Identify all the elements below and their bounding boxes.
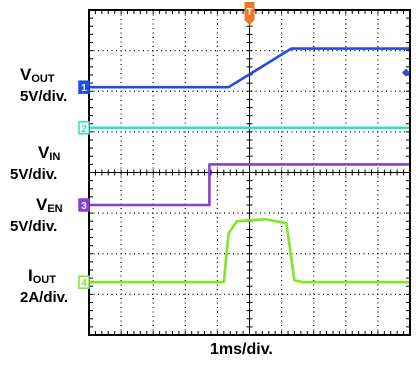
channel-marker-2: 2 (78, 121, 90, 135)
vout-reference-diamond (402, 68, 410, 77)
trigger-marker-shape (244, 2, 255, 25)
channel-markers: 1 2 3 4 (78, 68, 410, 289)
channel-marker-1: 1 (78, 80, 90, 94)
channel-marker-box (78, 198, 90, 212)
vin-label: VIN 5V/div. (10, 143, 61, 183)
vout-label: VOUT 5V/div. (20, 65, 68, 105)
trigger-marker: T (244, 2, 255, 25)
trace-iout (89, 217, 410, 284)
channel-marker-box (78, 80, 90, 94)
channel-marker-number: 4 (81, 278, 87, 289)
trace-ven (89, 163, 410, 207)
channel-marker-4: 4 (78, 275, 90, 289)
channel-marker-number: 3 (81, 201, 87, 212)
channel-marker-number: 2 (81, 124, 87, 135)
channel-marker-box (78, 121, 90, 135)
channel-marker-3: 3 (78, 198, 90, 212)
channel-marker-box (78, 275, 90, 289)
iout-label: IOUT 2A/div. (20, 266, 69, 306)
traces (89, 47, 410, 284)
trigger-marker-label: T (246, 7, 252, 18)
channel-marker-number: 1 (81, 83, 87, 94)
x-axis-label: 1ms/div. (210, 341, 273, 358)
trace-vout (89, 47, 410, 89)
ven-label: VEN 5V/div. (10, 195, 63, 235)
